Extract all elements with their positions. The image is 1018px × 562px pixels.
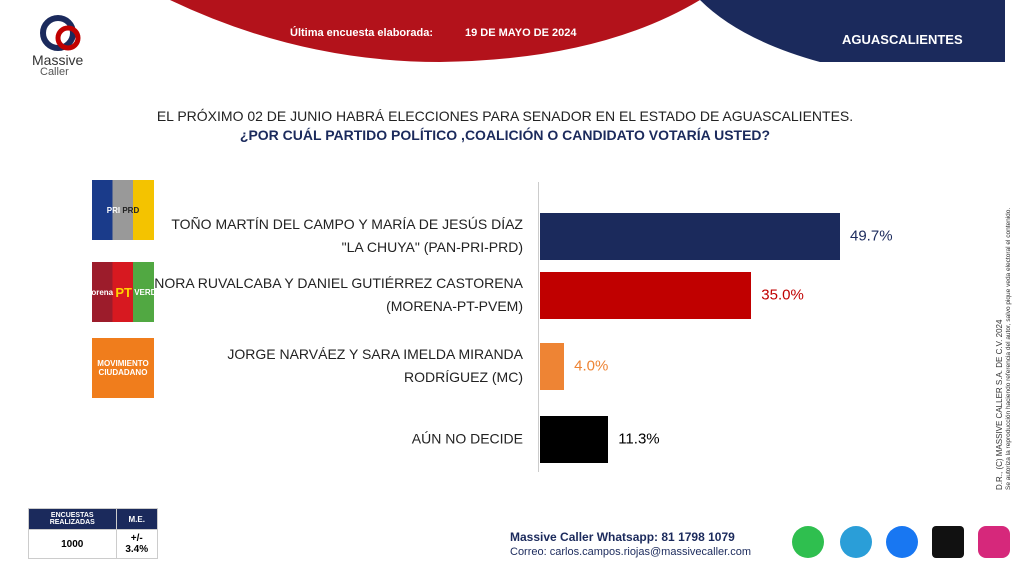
value-label: 35.0%: [761, 286, 804, 304]
social-icons: [792, 526, 1010, 558]
logo-text: PRD: [122, 205, 140, 215]
table-cell: 1000: [28, 529, 117, 559]
logo-text: MOVIMIENTO CIUDADANO: [97, 359, 149, 377]
bar: [540, 212, 840, 260]
category-label: NORA RUVALCABA Y DANIEL GUTIÉRREZ CASTOR…: [154, 275, 523, 314]
header-bg: [40, 0, 1005, 62]
chart-subtitle: ¿POR CUÁL PARTIDO POLÍTICO ,COALICIÓN O …: [239, 127, 771, 143]
brand: Massive: [32, 52, 84, 68]
brand-sub: Caller: [40, 66, 69, 78]
logo-text: morena: [84, 287, 114, 297]
table-cell: +/- 3.4%: [115, 529, 158, 559]
logo-text: VERDE: [134, 287, 162, 297]
logo-text: PRI: [106, 205, 121, 215]
axis-line: [538, 182, 539, 472]
table-head: M.E.: [115, 508, 158, 530]
logo-mc: MOVIMIENTO CIUDADANO: [92, 338, 154, 398]
table-head: ENCUESTAS REALIZADAS: [28, 508, 117, 530]
side-note: D.R., (C) MASSIVE CALLER S.A. DE C.V. 20…: [995, 319, 1004, 490]
email: Correo: carlos.campos.riojas@massivecall…: [510, 546, 752, 558]
bar: [540, 415, 609, 463]
value-label: 11.3%: [618, 430, 660, 448]
bar: [540, 342, 565, 390]
survey-label: Última encuesta elaborada:: [290, 27, 434, 39]
side-note: Se autoriza la reproducción haciendo ref…: [1005, 207, 1012, 490]
value-label: 4.0%: [574, 357, 609, 375]
value-label: 49.7%: [850, 227, 893, 245]
survey-date: 19 DE MAYO DE 2024: [465, 27, 577, 39]
whatsapp: Massive Caller Whatsapp: 81 1798 1079: [510, 530, 735, 544]
logo-pan-pri-prd: PRI PRD: [92, 180, 154, 240]
state: AGUASCALIENTES: [842, 32, 963, 47]
chart-title: EL PRÓXIMO 02 DE JUNIO HABRÁ ELECCIONES …: [156, 108, 854, 124]
category-label: TOÑO MARTÍN DEL CAMPO Y MARÍA DE JESÚS D…: [171, 216, 523, 255]
category-label: JORGE NARVÁEZ Y SARA IMELDA MIRANDA RODR…: [227, 346, 523, 385]
survey-table: ENCUESTAS REALIZADAS M.E. 1000 +/- 3.4%: [28, 508, 158, 559]
logo-text: PT: [115, 284, 132, 300]
logo-morena-pt-pvem: morena PT VERDE: [84, 262, 162, 322]
category-label: AÚN NO DECIDE: [411, 430, 523, 447]
bar: [540, 271, 752, 319]
